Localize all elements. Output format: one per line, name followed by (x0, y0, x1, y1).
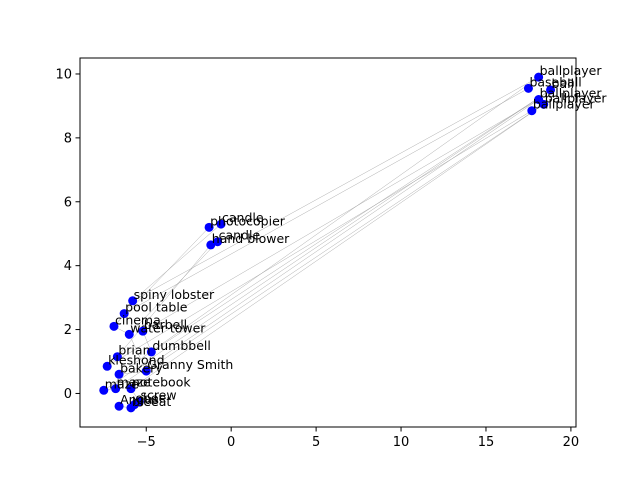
plot-frame (79, 57, 577, 428)
point-label: Granny Smith (147, 357, 233, 372)
y-axis: 0 2 4 6 8 10 (55, 67, 80, 402)
edge-line (132, 76, 539, 302)
x-tick-label: 15 (478, 435, 495, 450)
point-label: notebook (132, 375, 191, 390)
edges-layer (103, 76, 551, 409)
point-label: brian (118, 343, 150, 358)
points-layer (99, 72, 556, 413)
point-label: kleshond (108, 352, 164, 367)
point-label: maze (117, 375, 151, 390)
point-label: baseball (529, 74, 581, 89)
data-point (124, 329, 134, 339)
point-label: ballplayer (533, 97, 596, 112)
data-point (119, 309, 129, 319)
data-point (99, 385, 109, 395)
y-tick-label: 2 (64, 323, 72, 338)
data-point (128, 296, 138, 306)
edge-line (151, 89, 551, 353)
data-point (138, 326, 148, 336)
edge-line (119, 370, 147, 375)
point-label: Angus (120, 392, 159, 407)
point-label: water tower (130, 320, 206, 335)
point-label: oboe (135, 391, 166, 406)
data-point (213, 237, 223, 247)
data-point (146, 347, 156, 357)
data-point (527, 106, 537, 116)
y-tick-label: 8 (64, 131, 72, 146)
data-point (204, 222, 214, 232)
point-label: screw (140, 387, 176, 402)
y-tick-label: 10 (55, 67, 72, 82)
point-label: ball (552, 76, 575, 91)
edge-line (146, 104, 544, 372)
data-point (126, 384, 136, 394)
y-tick-label: 6 (64, 195, 72, 210)
edge-line (107, 110, 532, 367)
data-point (111, 384, 121, 394)
data-point (141, 366, 151, 376)
data-point (114, 401, 124, 411)
labels-layer: ballplayerbaseballballballplayerballplay… (105, 63, 608, 409)
edge-line (118, 76, 539, 375)
point-label: spiny lobster (134, 287, 215, 302)
data-point (206, 240, 216, 250)
data-point (539, 99, 549, 109)
point-label: cinema (115, 312, 161, 327)
data-point (114, 369, 124, 379)
x-tick-label: −5 (137, 435, 156, 450)
edge-line (124, 88, 529, 314)
x-tick-label: 20 (563, 435, 580, 450)
point-label: bleeat (132, 394, 171, 409)
data-point (534, 72, 544, 82)
point-label: candle (222, 210, 264, 225)
point-label: candle (219, 228, 261, 243)
edge-line (113, 227, 210, 327)
data-point (216, 219, 226, 229)
point-label: bakery (120, 360, 163, 375)
point-label: barbell (144, 317, 187, 332)
point-label: hand blower (212, 231, 290, 246)
edge-line (130, 104, 544, 389)
point-label: maze (105, 376, 139, 391)
edge-line (129, 334, 147, 372)
x-tick-label: 5 (312, 435, 320, 450)
edge-line (132, 223, 222, 301)
y-tick-label: 4 (64, 259, 72, 274)
edge-line (103, 89, 551, 391)
data-point (112, 352, 122, 362)
edge-line (115, 99, 539, 389)
data-point (102, 361, 112, 371)
point-label: ballplayer (540, 86, 603, 101)
point-label: ballplayer (540, 63, 603, 78)
x-tick-label: 0 (227, 435, 235, 450)
edge-line (129, 241, 218, 335)
point-label: dumbbell (152, 338, 211, 353)
x-axis: −5 0 5 10 15 20 (137, 427, 580, 450)
data-point (523, 83, 533, 93)
y-tick-label: 0 (64, 387, 72, 402)
edge-line (117, 244, 211, 357)
x-tick-label: 10 (393, 435, 410, 450)
data-point (126, 403, 136, 413)
point-label: photocopier (210, 213, 286, 228)
data-point (109, 321, 119, 331)
point-label: pool table (125, 300, 188, 315)
data-point (546, 85, 556, 95)
edge-line (142, 99, 539, 332)
